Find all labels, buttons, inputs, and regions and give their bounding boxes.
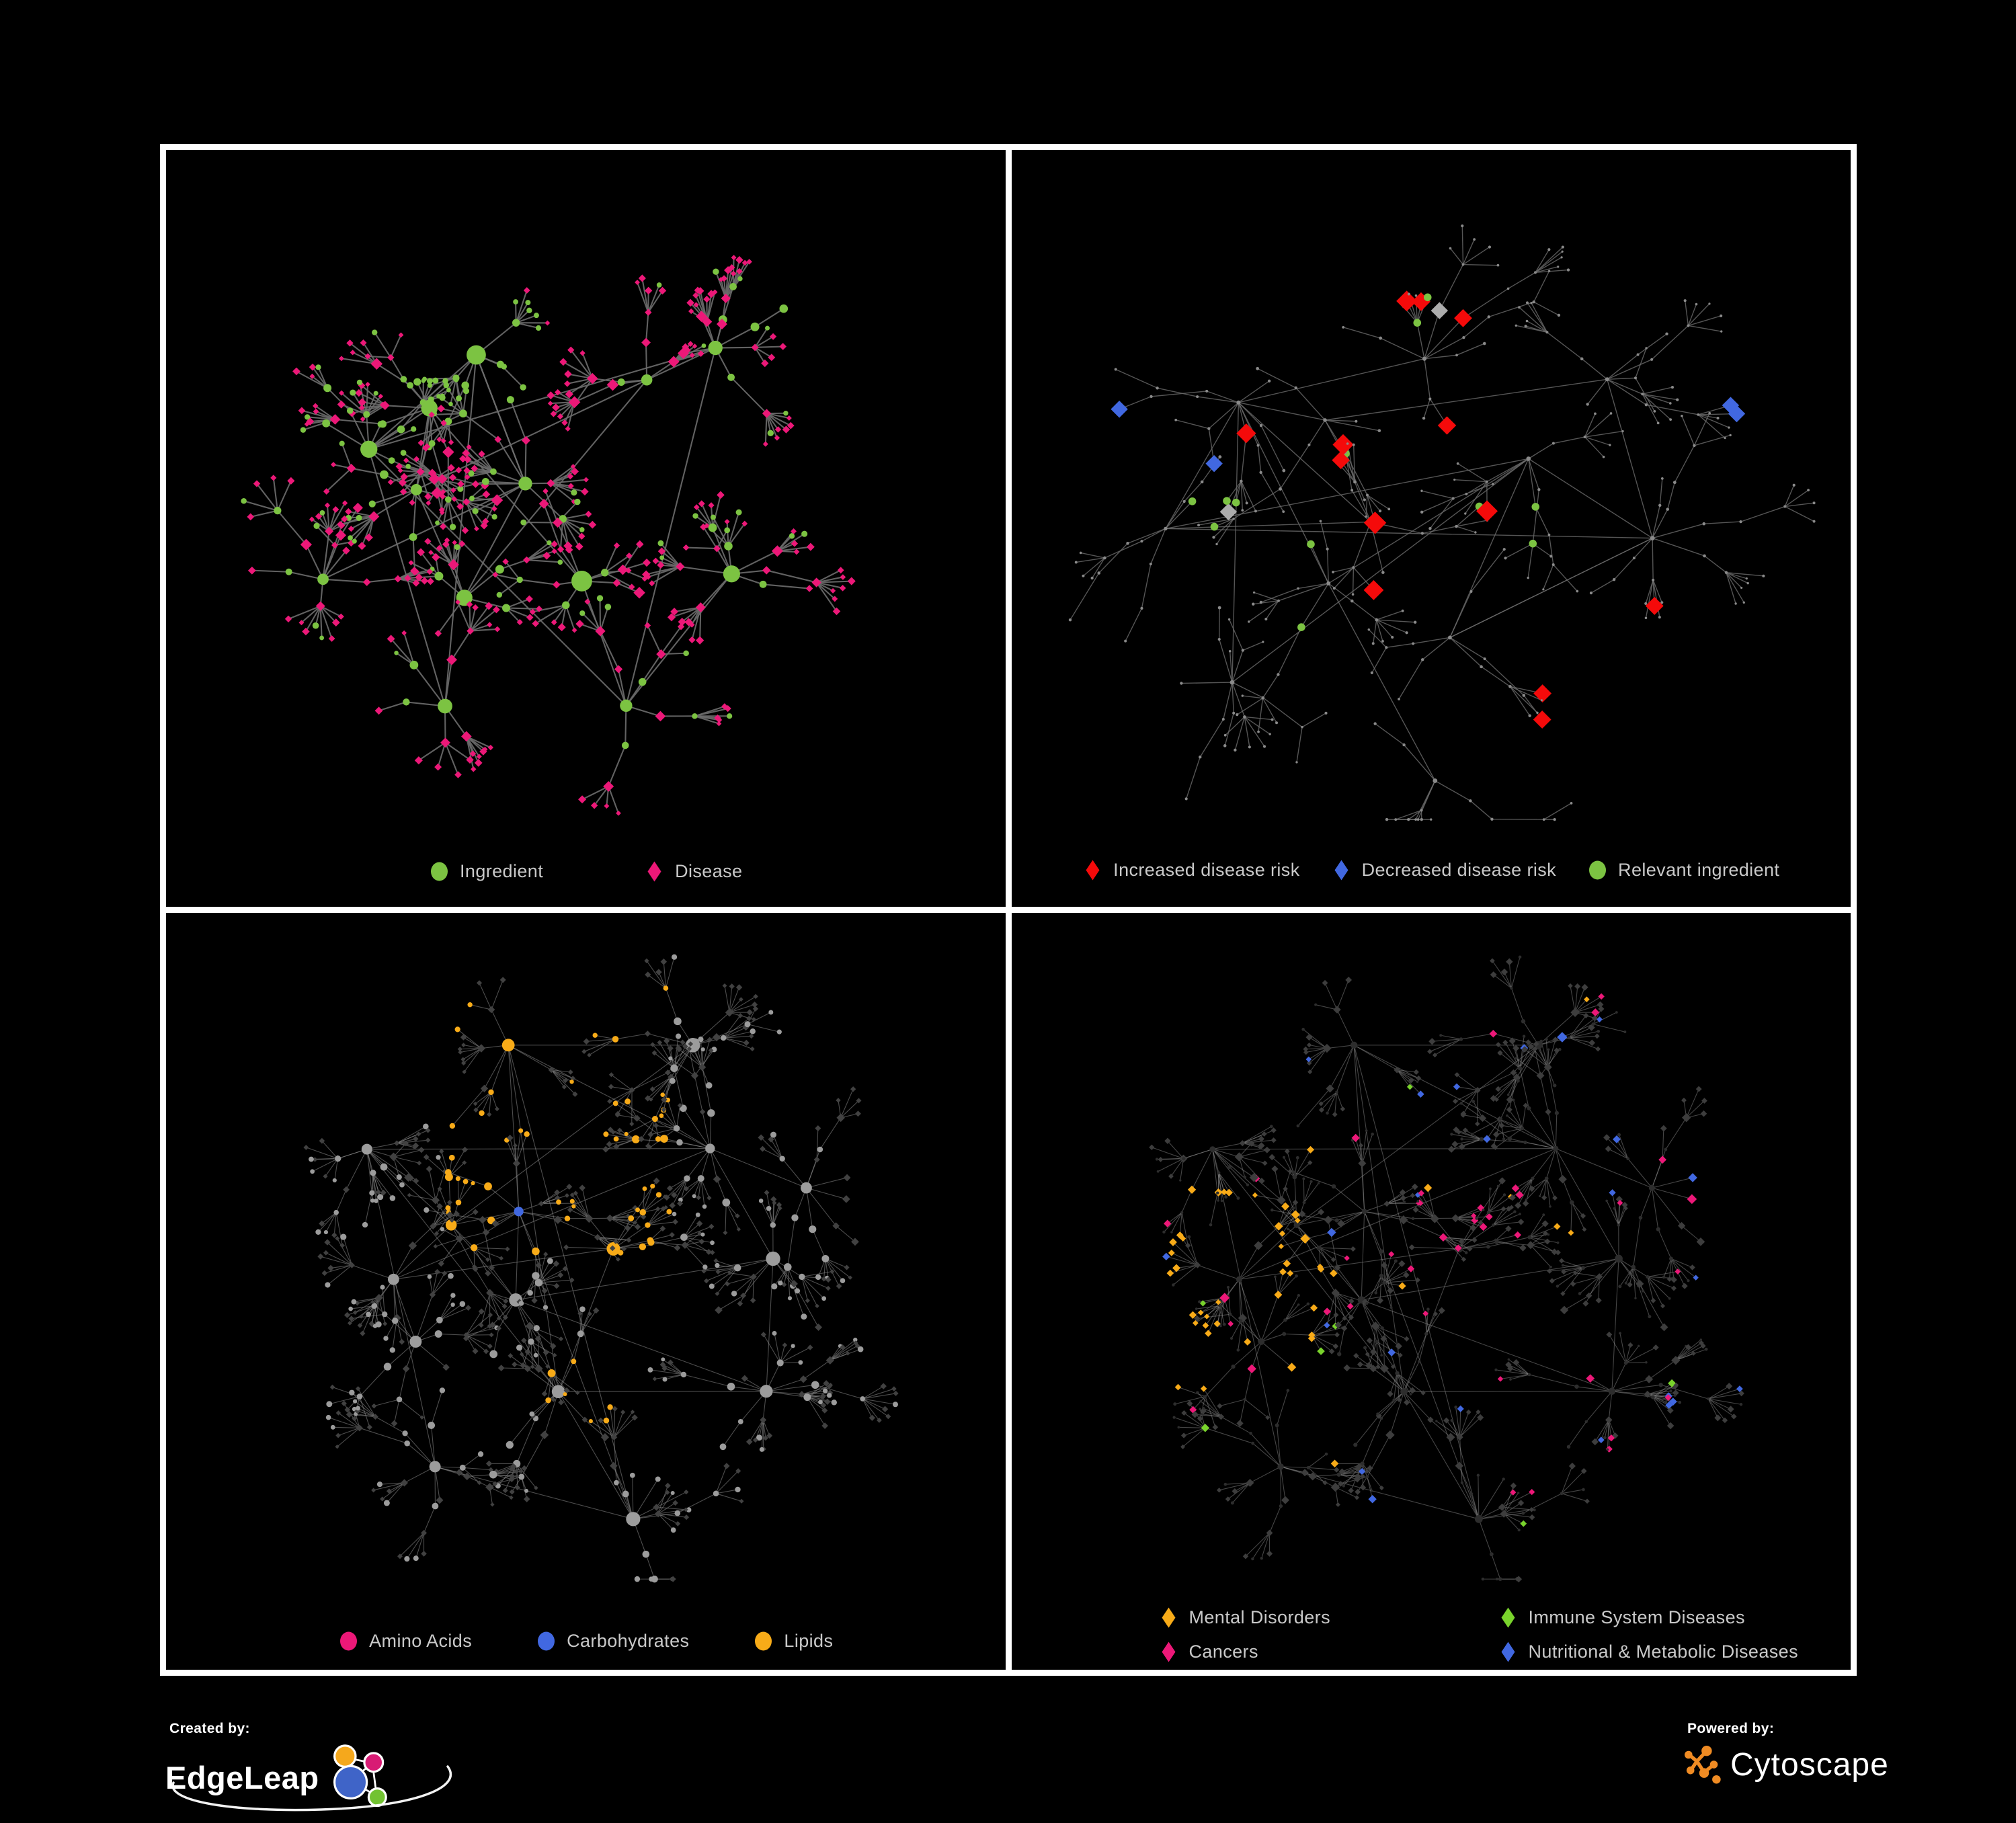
- edgeleap-logo: EdgeLeap: [165, 1742, 396, 1812]
- legend-label: Carbohydrates: [567, 1631, 689, 1652]
- decreased-disease-risk-diamond-icon: [1331, 859, 1352, 881]
- nutritional-metabolic-diseases-diamond-icon: [1498, 1641, 1519, 1663]
- legend-label: Increased disease risk: [1113, 860, 1299, 881]
- lipids-circle-icon: [753, 1630, 774, 1652]
- legend-item-nutritional-metabolic-diseases: Nutritional & Metabolic Diseases: [1498, 1641, 1798, 1663]
- legend-item-carbohydrates: Carbohydrates: [536, 1630, 689, 1652]
- disease-diamond-icon: [644, 860, 665, 883]
- legend-label: Mental Disorders: [1189, 1607, 1330, 1628]
- panel-grid: Ingredient Disease Increased disease risk…: [160, 144, 1857, 1676]
- ingredient-circle-icon: [429, 860, 450, 883]
- legend-item-lipids: Lipids: [753, 1630, 833, 1652]
- legend-label: Cancers: [1189, 1642, 1258, 1662]
- legend-item-decreased-disease-risk: Decreased disease risk: [1331, 859, 1556, 881]
- legend-label: Relevant ingredient: [1618, 860, 1779, 881]
- legend-item-increased-disease-risk: Increased disease risk: [1082, 859, 1299, 881]
- amino-acids-circle-icon: [338, 1630, 359, 1652]
- ingredient-disease-network-graph: [166, 150, 1006, 907]
- macronutrient-network-graph: [166, 913, 1006, 1670]
- legend-item-immune-system-diseases: Immune System Diseases: [1498, 1607, 1798, 1629]
- legend-item-amino-acids: Amino Acids: [338, 1630, 472, 1652]
- legend-label: Lipids: [784, 1631, 833, 1652]
- legend-ingredient-disease: Ingredient Disease: [166, 860, 1006, 883]
- legend-item-relevant-ingredient: Relevant ingredient: [1587, 859, 1779, 881]
- legend-disease-categories: Mental Disorders Immune System Diseases Ca…: [1158, 1607, 1798, 1663]
- mental-disorders-diamond-icon: [1158, 1607, 1179, 1629]
- carbohydrates-circle-icon: [536, 1630, 557, 1652]
- legend-label: Immune System Diseases: [1529, 1607, 1745, 1628]
- legend-label: Disease: [675, 861, 742, 882]
- relevant-ingredient-circle-icon: [1587, 859, 1608, 881]
- legend-disease-risk: Increased disease risk Decreased disease …: [1012, 859, 1851, 881]
- powered-by-label: Powered by:: [1687, 1721, 1774, 1737]
- legend-item-mental-disorders: Mental Disorders: [1158, 1607, 1498, 1629]
- panel-macronutrients: Amino Acids Carbohydrates Lipids: [166, 913, 1006, 1670]
- legend-label: Ingredient: [460, 861, 543, 882]
- cytoscape-logo: Cytoscape: [1685, 1744, 1889, 1785]
- created-by-label: Created by:: [169, 1721, 250, 1737]
- legend-label: Nutritional & Metabolic Diseases: [1529, 1642, 1798, 1662]
- edgeleap-network-icon: [315, 1742, 396, 1812]
- panel-ingredient-disease: Ingredient Disease: [166, 150, 1006, 907]
- cytoscape-brand-text: Cytoscape: [1730, 1746, 1889, 1783]
- increased-disease-risk-diamond-icon: [1082, 859, 1103, 881]
- disease-category-network-graph: [1012, 913, 1851, 1670]
- immune-system-diseases-diamond-icon: [1498, 1607, 1519, 1629]
- disease-risk-network-graph: [1012, 150, 1851, 907]
- legend-item-ingredient: Ingredient: [429, 860, 543, 883]
- legend-item-cancers: Cancers: [1158, 1641, 1498, 1663]
- legend-label: Decreased disease risk: [1362, 860, 1556, 881]
- panel-disease-risk: Increased disease risk Decreased disease …: [1012, 150, 1851, 907]
- legend-label: Amino Acids: [369, 1631, 472, 1652]
- legend-macronutrients: Amino Acids Carbohydrates Lipids: [166, 1630, 1006, 1652]
- panel-disease-categories: Mental Disorders Immune System Diseases Ca…: [1012, 913, 1851, 1670]
- edgeleap-brand-text: EdgeLeap: [165, 1759, 319, 1796]
- legend-item-disease: Disease: [644, 860, 742, 883]
- cytoscape-network-icon: [1685, 1744, 1724, 1785]
- cancers-diamond-icon: [1158, 1641, 1179, 1663]
